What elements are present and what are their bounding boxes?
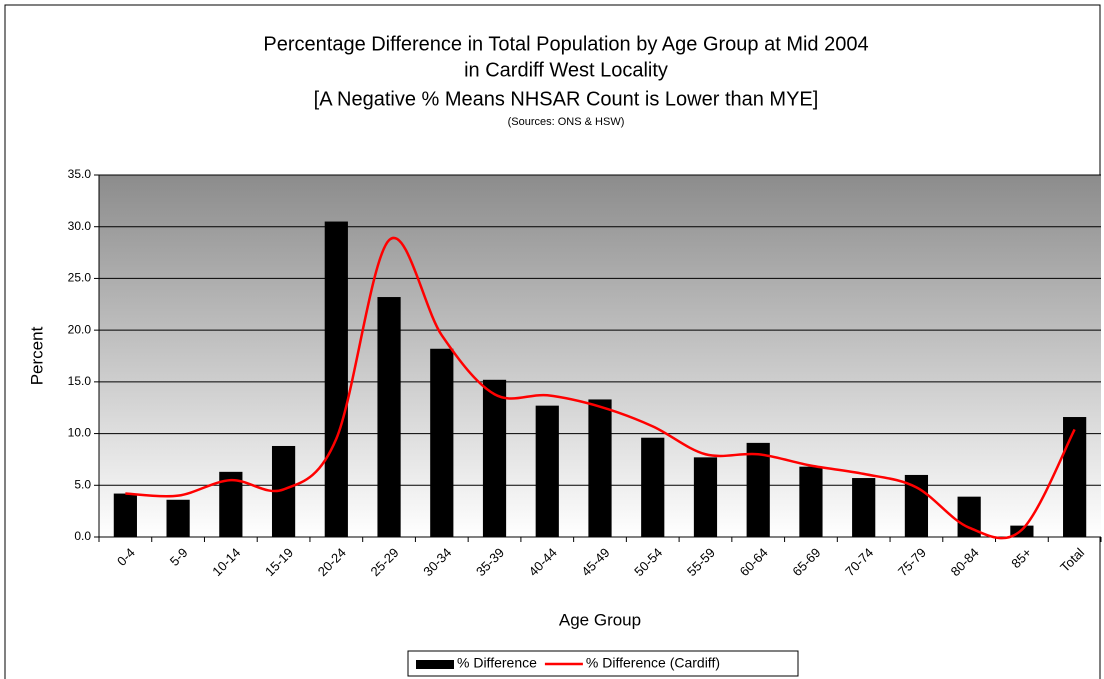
bar <box>377 297 401 537</box>
line <box>125 236 1076 540</box>
chart-title: Percentage Difference in Total Populatio… <box>263 33 868 55</box>
x-axis-title: Age Group <box>559 610 641 629</box>
y-tick-label: 30.0 <box>68 219 92 233</box>
bar <box>1063 417 1087 537</box>
y-tick-label: 25.0 <box>68 271 92 285</box>
y-tick-label: 0.0 <box>74 529 91 543</box>
x-tick-label: 15-19 <box>262 545 296 579</box>
bar <box>324 221 348 538</box>
bar <box>271 445 296 537</box>
x-tick-label: 40-44 <box>526 545 560 579</box>
x-tick-label: 25-29 <box>367 545 401 579</box>
chart-title: in Cardiff West Locality <box>464 59 668 81</box>
x-tick-label: 10-14 <box>209 545 243 579</box>
bar <box>482 379 507 537</box>
x-tick-label: 30-34 <box>420 545 454 579</box>
bar <box>957 496 981 537</box>
bar <box>535 405 559 537</box>
bar <box>641 437 665 537</box>
x-tick-label: 55-59 <box>684 545 718 579</box>
x-tick-label: 45-49 <box>578 545 612 579</box>
y-tick-label: 10.0 <box>68 426 92 440</box>
chart-title: [A Negative % Means NHSAR Count is Lower… <box>314 88 819 110</box>
legend-swatch <box>416 660 454 669</box>
bar <box>219 471 243 537</box>
x-tick-label: 5-9 <box>167 545 191 569</box>
x-tick-label: 65-69 <box>789 545 823 579</box>
bar <box>852 478 876 537</box>
legend-label: % Difference (Cardiff) <box>586 655 720 671</box>
bar <box>113 493 137 537</box>
bar <box>588 399 612 537</box>
x-tick-label: 80-84 <box>948 545 982 579</box>
x-tick-label: 70-74 <box>842 545 876 579</box>
bar <box>799 466 823 537</box>
bar <box>693 457 718 537</box>
chart-subtitle: (Sources: ONS & HSW) <box>508 116 625 128</box>
x-tick-label: 60-64 <box>737 545 771 579</box>
y-tick-label: 15.0 <box>68 374 92 388</box>
x-tick-label: 0-4 <box>114 545 138 569</box>
x-tick-label: 20-24 <box>315 545 349 579</box>
bar <box>746 442 770 537</box>
x-tick-label: 85+ <box>1008 545 1034 571</box>
y-tick-label: 35.0 <box>68 167 92 181</box>
y-axis-title: Percent <box>27 326 46 385</box>
y-tick-label: 5.0 <box>74 477 91 491</box>
legend-label: % Difference <box>457 655 537 671</box>
x-tick-label: 35-39 <box>473 545 507 579</box>
marks <box>94 174 1102 542</box>
x-tick-label: 75-79 <box>895 545 929 579</box>
bar <box>430 348 454 537</box>
legend-box <box>407 650 799 677</box>
x-tick-label: Total <box>1057 545 1087 575</box>
x-tick-label: 50-54 <box>631 545 665 579</box>
y-tick-label: 20.0 <box>68 322 92 336</box>
bar <box>166 499 190 537</box>
